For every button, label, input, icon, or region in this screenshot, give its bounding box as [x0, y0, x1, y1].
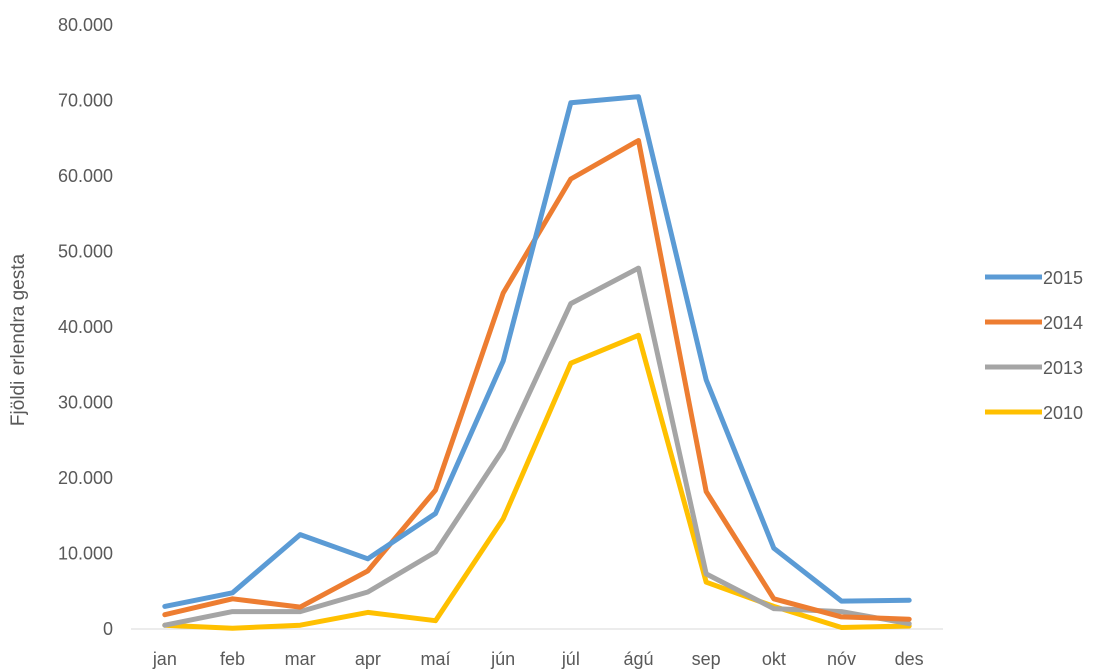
y-tick-label: 20.000 [58, 468, 113, 488]
series-lines [162, 94, 912, 631]
legend-label: 2015 [1043, 268, 1083, 288]
x-tick-label: jún [490, 649, 515, 669]
legend: 2015 2014 2013 2010 [985, 268, 1083, 423]
y-tick-label: 60.000 [58, 166, 113, 186]
x-tick-label: okt [762, 649, 786, 669]
y-axis-ticks: 0 10.000 20.000 30.000 40.000 50.000 60.000 70.… [58, 15, 113, 639]
y-axis-title: Fjöldi erlendra gesta [8, 253, 29, 426]
y-tick-label: 70.000 [58, 91, 113, 111]
y-tick-label: 50.000 [58, 242, 113, 262]
legend-label: 2014 [1043, 313, 1083, 333]
y-tick-label: 10.000 [58, 544, 113, 564]
x-tick-label: des [895, 649, 924, 669]
x-tick-label: jan [152, 649, 177, 669]
x-tick-label: júl [561, 649, 580, 669]
legend-label: 2010 [1043, 403, 1083, 423]
y-tick-label: 0 [103, 619, 113, 639]
x-tick-label: ágú [623, 649, 653, 669]
y-tick-label: 80.000 [58, 15, 113, 35]
legend-label: 2013 [1043, 358, 1083, 378]
series-line-2015 [162, 94, 912, 609]
x-tick-label: sep [692, 649, 721, 669]
x-tick-label: mar [285, 649, 316, 669]
y-tick-label: 40.000 [58, 317, 113, 337]
x-tick-label: maí [420, 649, 450, 669]
x-tick-label: nóv [827, 649, 856, 669]
x-axis-ticks: jan feb mar apr maí jún júl ágú sep okt nóv des [152, 649, 924, 669]
x-tick-label: apr [355, 649, 381, 669]
x-tick-label: feb [220, 649, 245, 669]
series-line-2013 [162, 265, 912, 628]
y-tick-label: 30.000 [58, 393, 113, 413]
